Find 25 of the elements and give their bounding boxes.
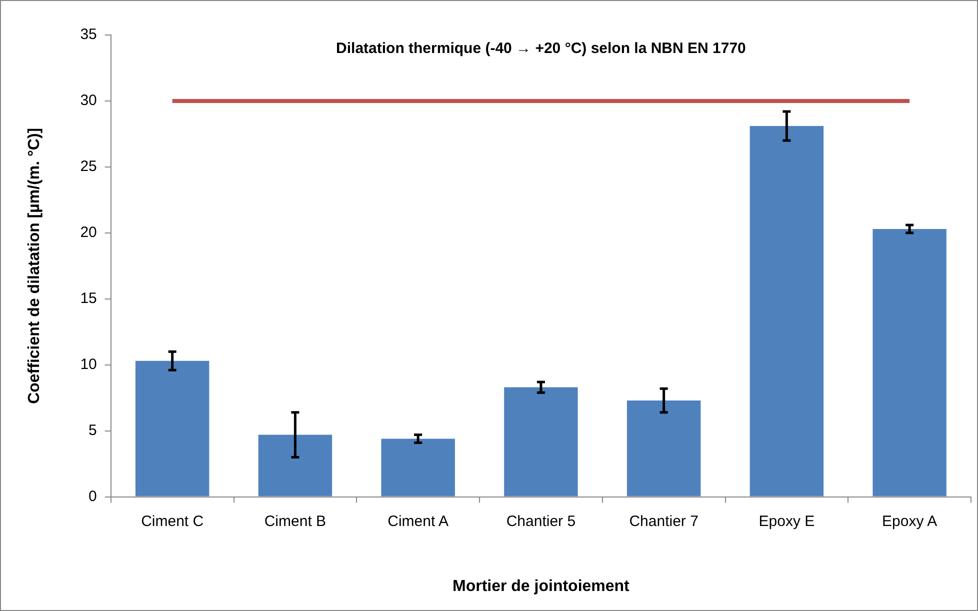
y-tick-label: 20 — [80, 224, 97, 242]
y-tick-label: 30 — [80, 92, 97, 110]
x-tick-label: Ciment A — [388, 512, 448, 530]
x-tick-label: Epoxy E — [758, 512, 815, 530]
bar — [626, 400, 701, 496]
bar — [872, 228, 946, 496]
x-tick-label: Epoxy A — [882, 512, 938, 530]
x-tick-label: Ciment C — [141, 512, 204, 530]
bar — [750, 126, 824, 496]
y-axis-title: Coefficient de dilatation [µm/(m. °C)] — [26, 128, 44, 404]
y-tick-label: 0 — [88, 488, 97, 505]
x-tick-label: Chantier 7 — [629, 512, 698, 530]
y-tick-label: 10 — [80, 356, 97, 373]
bar — [504, 387, 578, 496]
y-tick-label: 35 — [80, 26, 97, 44]
bar — [381, 438, 455, 496]
y-tick-label: 15 — [80, 290, 97, 308]
x-tick-label: Ciment B — [264, 512, 326, 530]
bar — [135, 360, 210, 496]
bar — [258, 434, 332, 496]
x-axis-title: Mortier de jointoiement — [452, 578, 630, 595]
y-tick-label: 5 — [88, 422, 97, 439]
y-tick-label: 25 — [80, 158, 97, 176]
chart-title: Dilatation thermique (-40 → +20 °C) selon la NBN EN 1770 — [336, 40, 746, 58]
x-tick-label: Chantier 5 — [506, 512, 576, 530]
